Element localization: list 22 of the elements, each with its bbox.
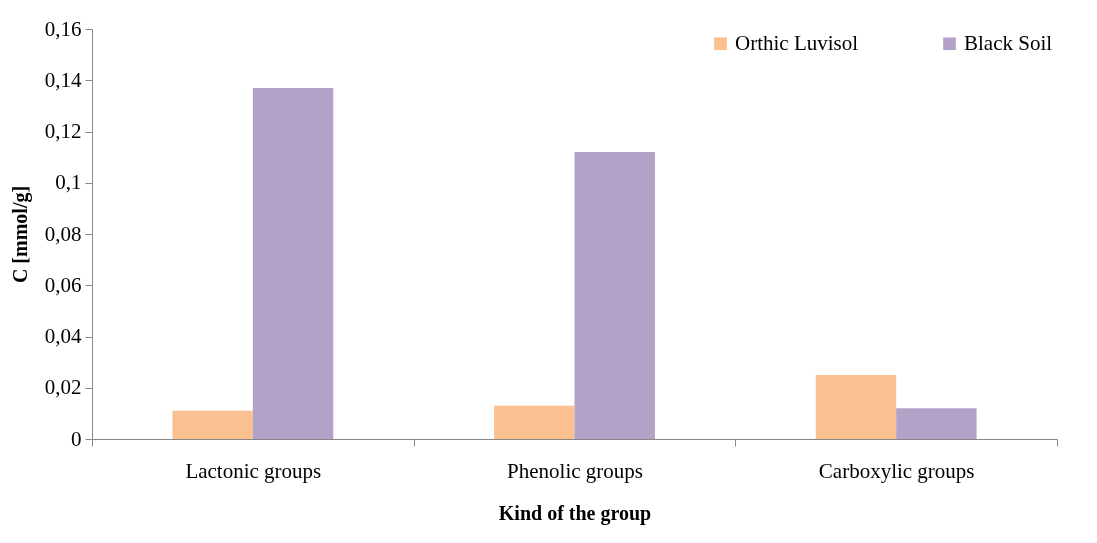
y-tick-label: 0,12 — [44, 119, 82, 143]
y-tick-label: 0,06 — [44, 272, 82, 297]
bar — [494, 405, 575, 439]
bar — [815, 374, 897, 439]
legend-label: Black Soil — [964, 30, 1053, 55]
bar — [896, 408, 977, 439]
legend-label: Orthic Luvisol — [735, 30, 859, 55]
bar — [252, 87, 334, 439]
y-tick-label: 0,16 — [44, 16, 82, 41]
y-tick-label: 0,14 — [44, 67, 82, 92]
y-tick-label: 0,08 — [44, 221, 82, 246]
bar — [574, 152, 655, 439]
y-tick-label: 0,02 — [44, 375, 82, 400]
x-tick-label: Phenolic groups — [507, 458, 643, 483]
x-axis-title: Kind of the group — [498, 501, 652, 525]
y-tick-label: 0,1 — [55, 170, 82, 195]
y-tick-label: 0,04 — [44, 324, 82, 348]
y-axis-title: C [mmol/g] — [8, 185, 32, 284]
bar — [172, 410, 253, 439]
y-tick-label: 0 — [71, 426, 82, 451]
x-tick-label: Lactonic groups — [185, 458, 322, 483]
x-tick-label: Carboxylic groups — [818, 458, 975, 483]
